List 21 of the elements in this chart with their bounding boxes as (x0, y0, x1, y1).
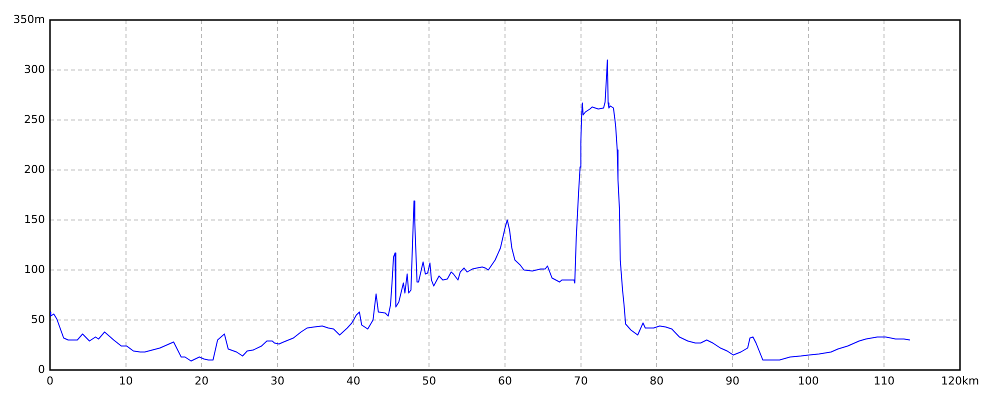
x-tick-label: 50 (422, 374, 436, 388)
y-tick-label: 200 (24, 162, 45, 176)
x-tick-label: 70 (574, 374, 588, 388)
x-tick-label: 90 (726, 374, 740, 388)
x-tick-label: 40 (346, 374, 360, 388)
x-tick-label: 80 (650, 374, 664, 388)
x-tick-label: 110 (874, 374, 895, 388)
x-tick-label: 30 (270, 374, 284, 388)
x-tick-label: 0 (46, 374, 54, 388)
x-tick-label: 120km (940, 374, 980, 388)
x-tick-label: 20 (194, 374, 209, 388)
y-tick-label: 0 (38, 362, 45, 376)
y-tick-label: 150 (24, 212, 45, 226)
y-tick-label: 300 (24, 62, 45, 76)
y-tick-label: 250 (24, 112, 45, 126)
x-tick-label: 100 (798, 374, 819, 388)
x-tick-label: 60 (498, 374, 512, 388)
y-tick-label: 50 (31, 312, 45, 326)
x-tick-label: 10 (118, 374, 133, 388)
y-tick-label: 350m (13, 12, 45, 26)
y-tick-label: 100 (24, 262, 45, 276)
